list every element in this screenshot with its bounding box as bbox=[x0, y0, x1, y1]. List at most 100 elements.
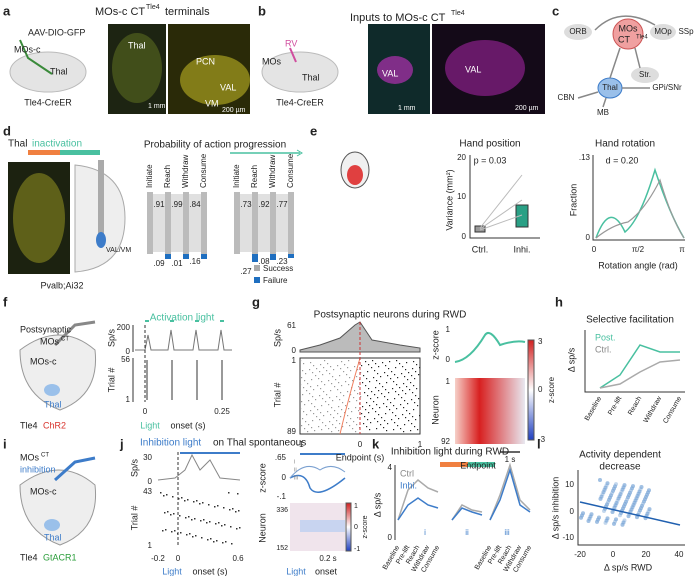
shape bbox=[404, 424, 406, 426]
shape bbox=[347, 165, 363, 185]
label: Post. bbox=[595, 332, 616, 342]
label: .73 bbox=[240, 200, 252, 209]
shape bbox=[329, 373, 331, 375]
shape bbox=[621, 520, 626, 525]
shape bbox=[407, 379, 409, 381]
shape bbox=[302, 394, 304, 396]
shape bbox=[310, 362, 312, 364]
shape bbox=[354, 390, 356, 392]
shape bbox=[326, 370, 328, 372]
shape bbox=[614, 501, 619, 506]
shape bbox=[580, 513, 584, 518]
shape bbox=[396, 408, 398, 410]
shape bbox=[311, 427, 313, 429]
shape bbox=[193, 501, 195, 503]
label: Initiate bbox=[145, 164, 154, 188]
shape bbox=[612, 486, 616, 491]
shape bbox=[370, 398, 372, 400]
label: p = 0.03 bbox=[474, 155, 507, 165]
shape bbox=[312, 372, 314, 374]
label: 0 bbox=[611, 550, 616, 559]
shape bbox=[185, 517, 187, 519]
shape bbox=[393, 405, 395, 407]
label: MB bbox=[597, 108, 609, 117]
label: Trial # bbox=[129, 506, 139, 531]
shape bbox=[454, 332, 526, 363]
shape bbox=[335, 379, 337, 381]
label: 1 mm bbox=[148, 103, 166, 110]
shape bbox=[415, 419, 417, 421]
shape bbox=[584, 330, 685, 393]
shape bbox=[418, 398, 420, 400]
label: SSp bbox=[678, 27, 694, 36]
label: onset bbox=[315, 566, 338, 576]
shape bbox=[393, 429, 395, 431]
shape bbox=[201, 254, 207, 259]
shape bbox=[112, 33, 162, 103]
label: 1 mm bbox=[398, 105, 416, 112]
shape bbox=[410, 382, 412, 384]
shape bbox=[347, 367, 349, 369]
label: -20 bbox=[574, 550, 586, 559]
label: 0.2 s bbox=[319, 554, 336, 563]
shape bbox=[379, 407, 381, 409]
shape bbox=[163, 495, 165, 497]
label: d = 0.20 bbox=[606, 155, 639, 165]
shape bbox=[417, 405, 419, 407]
shape bbox=[629, 507, 634, 512]
label: Ctrl bbox=[400, 468, 414, 478]
shape bbox=[380, 376, 382, 378]
label: 200 µm bbox=[515, 105, 539, 112]
shape bbox=[599, 494, 604, 499]
shape bbox=[377, 373, 379, 375]
shape bbox=[588, 514, 593, 519]
shape bbox=[345, 405, 347, 407]
shape bbox=[635, 515, 639, 520]
shape bbox=[352, 380, 354, 382]
shape bbox=[210, 538, 212, 540]
label: 152 bbox=[276, 545, 288, 552]
shape bbox=[642, 499, 646, 504]
label: 30 bbox=[143, 453, 152, 462]
shape bbox=[407, 403, 409, 405]
shape bbox=[401, 397, 403, 399]
shape bbox=[324, 384, 326, 386]
shape bbox=[622, 483, 627, 488]
shape bbox=[645, 492, 649, 497]
label: .92 bbox=[258, 200, 270, 209]
panel-letter: g bbox=[252, 294, 260, 309]
shape bbox=[223, 507, 225, 509]
shape bbox=[347, 415, 349, 417]
shape bbox=[469, 155, 540, 239]
shape bbox=[336, 420, 338, 422]
shape bbox=[254, 265, 260, 271]
shape bbox=[633, 498, 638, 503]
shape bbox=[196, 500, 198, 502]
shape bbox=[189, 533, 191, 535]
shape bbox=[208, 504, 210, 506]
shape bbox=[349, 425, 351, 427]
label: 0 bbox=[388, 533, 393, 542]
shape bbox=[618, 513, 622, 518]
shape bbox=[173, 513, 175, 515]
shape bbox=[221, 360, 223, 400]
shape bbox=[402, 390, 404, 392]
label: 1 bbox=[148, 541, 153, 550]
shape bbox=[323, 391, 325, 393]
label: Success bbox=[263, 264, 293, 273]
shape bbox=[645, 492, 649, 497]
shape bbox=[396, 360, 398, 362]
shape bbox=[153, 194, 165, 252]
shape bbox=[388, 392, 390, 394]
shape bbox=[303, 411, 305, 413]
shape bbox=[344, 364, 346, 366]
shape bbox=[380, 424, 382, 426]
label: 0 bbox=[292, 346, 297, 355]
shape bbox=[288, 254, 294, 258]
shape bbox=[303, 363, 305, 365]
shape bbox=[329, 397, 331, 399]
shape bbox=[187, 499, 189, 501]
shape bbox=[385, 413, 387, 415]
shape bbox=[369, 405, 371, 407]
shape bbox=[595, 178, 685, 239]
